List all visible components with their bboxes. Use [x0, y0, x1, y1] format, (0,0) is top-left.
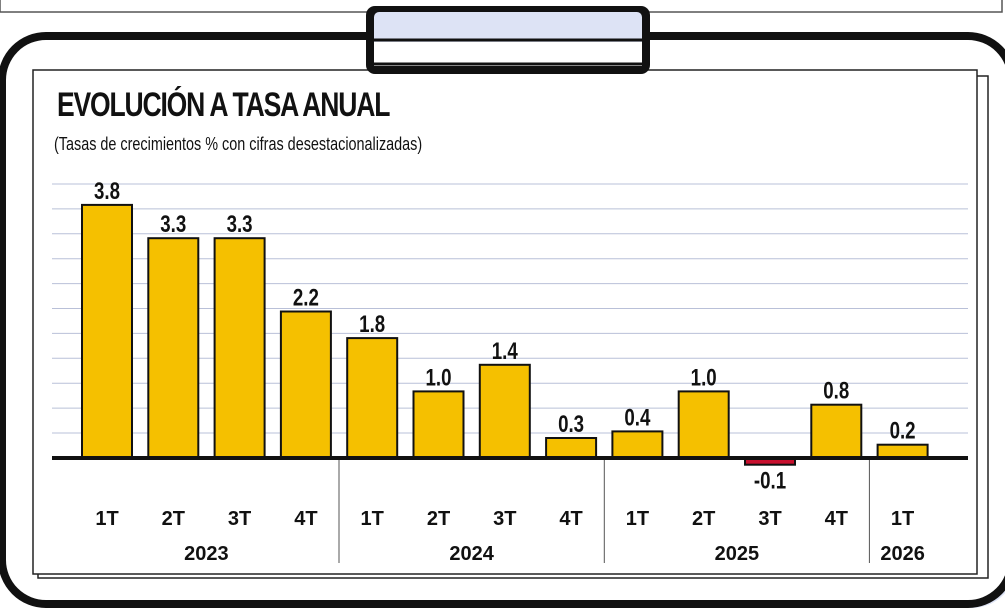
bar-value-label: 1.8 [359, 311, 385, 338]
bar [677, 390, 730, 459]
year-label: 2023 [184, 543, 229, 565]
year-label: 2024 [449, 543, 494, 565]
bar-value-label: 0.4 [624, 404, 650, 431]
quarter-tick-label: 2T [162, 508, 185, 530]
bar [279, 310, 332, 459]
bar-value-label: 0.2 [890, 418, 916, 445]
quarter-tick-label: 4T [559, 508, 582, 530]
bar-value-label: 1.0 [691, 364, 717, 391]
quarter-tick-label: 3T [228, 508, 251, 530]
year-label: 2025 [715, 543, 760, 565]
bar [478, 363, 531, 459]
quarter-tick-label: 1T [891, 508, 914, 530]
clipboard-clip [366, 6, 650, 74]
bar [810, 403, 863, 460]
quarter-tick-label: 2T [427, 508, 450, 530]
quarter-tick-label: 3T [493, 508, 516, 530]
quarter-tick-label: 3T [758, 508, 781, 530]
chart-subtitle: (Tasas de crecimientos % con cifras dese… [54, 134, 423, 154]
bar [213, 237, 266, 459]
bar-value-label: 1.0 [425, 364, 451, 391]
chart-title: EVOLUCIÓN A TASA ANUAL [57, 86, 390, 124]
bar-value-label: 0.8 [823, 378, 849, 405]
quarter-tick-label: 2T [692, 508, 715, 530]
bar-value-label: 1.4 [492, 338, 518, 365]
value-labels-group: 3.8 3.3 3.3 2.2 1.8 1.0 1.4 0.3 0.4 1.0 -0.1 0.8 0.2 [94, 178, 916, 495]
quarter-tick-label: 4T [825, 508, 848, 530]
bar-value-label: -0.1 [754, 468, 786, 495]
bar [412, 390, 465, 459]
bar [81, 203, 133, 459]
quarter-tick-label: 4T [294, 508, 317, 530]
bar [346, 337, 399, 460]
bar-value-label: 2.2 [293, 284, 319, 311]
bar-value-label: 0.3 [558, 411, 584, 438]
quarter-tick-label: 1T [95, 508, 118, 530]
bar-value-label: 3.3 [227, 211, 253, 238]
x-axis-group: 1T 2T 3T 4T 1T 2T 3T 4T 1T 2T 3T 4T 1T 2023 2024 2025 20… [52, 456, 968, 565]
bar-value-label: 3.3 [160, 211, 186, 238]
quarter-tick-label: 1T [361, 508, 384, 530]
quarter-tick-label: 1T [626, 508, 649, 530]
bar [147, 237, 200, 459]
year-label: 2026 [880, 543, 925, 565]
bar-value-label: 3.8 [94, 178, 120, 205]
bar [611, 430, 664, 459]
bar [545, 437, 598, 459]
